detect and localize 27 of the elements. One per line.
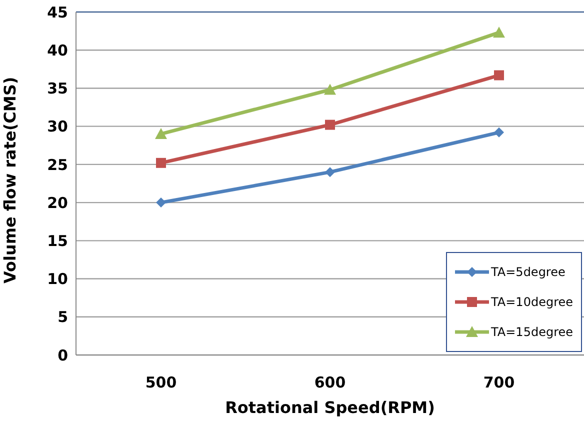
legend-label: TA=15degree (491, 325, 573, 339)
point (494, 70, 504, 80)
point (325, 120, 335, 130)
y-tick-label: 15 (47, 232, 68, 250)
point (493, 26, 505, 38)
x-tick-label: 700 (483, 374, 515, 392)
y-tick-label: 25 (47, 156, 68, 174)
y-tick-label: 0 (58, 346, 68, 364)
y-tick-label: 30 (47, 118, 68, 136)
y-tick-label: 35 (47, 80, 68, 98)
y-tick-label: 5 (58, 308, 68, 326)
y-tick-label: 20 (47, 194, 68, 212)
y-axis-title: Volume flow rate(CMS) (0, 76, 20, 284)
y-tick-label: 45 (47, 3, 68, 22)
point (325, 167, 335, 178)
legend-label: TA=5degree (491, 265, 566, 279)
x-tick-label: 600 (314, 374, 346, 392)
point (156, 198, 166, 208)
point (155, 128, 167, 139)
point (494, 127, 504, 138)
legend-label: TA=10degree (491, 295, 573, 309)
x-tick-label: 500 (145, 374, 177, 392)
point (156, 158, 166, 168)
point (324, 84, 336, 95)
x-axis-title: Rotational Speed(RPM) (225, 398, 435, 417)
y-tick-label: 40 (47, 41, 68, 60)
y-tick-label: 10 (47, 270, 68, 288)
